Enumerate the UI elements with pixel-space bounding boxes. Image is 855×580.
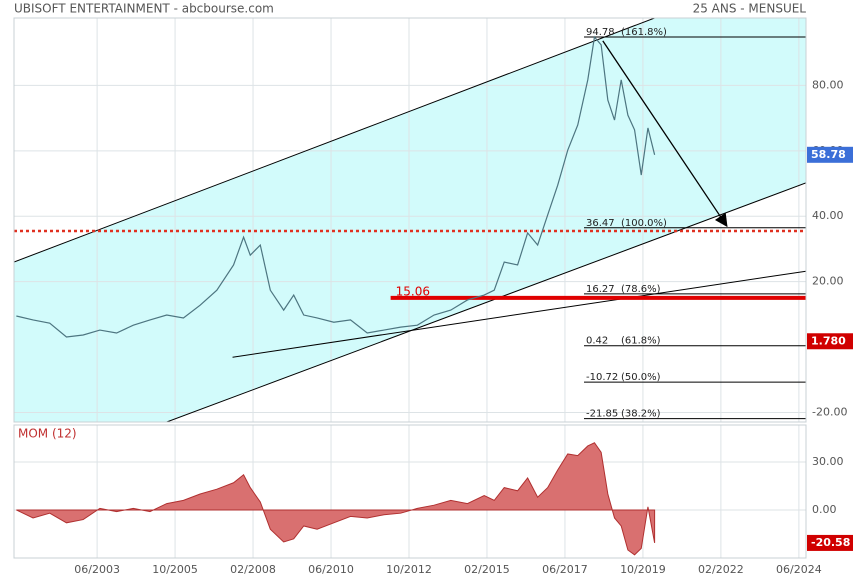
y-tick-label: 20.00 xyxy=(812,275,844,288)
fib-ratio: (100.0%) xyxy=(621,218,667,229)
channel-line xyxy=(14,18,655,263)
fib-value: 36.47 xyxy=(586,218,615,229)
plot-frame xyxy=(13,17,807,423)
fib-value: -10.72 xyxy=(586,372,618,383)
fib-ratio: (78.6%) xyxy=(621,284,661,295)
x-tick-label: 10/2005 xyxy=(152,563,198,576)
fib-ratio: (38.2%) xyxy=(621,409,661,420)
y-tick-label: 30.00 xyxy=(812,455,844,468)
channel-fill xyxy=(14,18,806,422)
last-value-box xyxy=(807,534,853,551)
x-tick-label: 06/2024 xyxy=(776,563,822,576)
y-tick-label: 40.00 xyxy=(812,209,844,222)
axes: -20.0020.0040.0060.0080.0058.781.78006/2… xyxy=(74,78,853,576)
fib-value: 94.78 xyxy=(586,27,615,38)
last-value-box xyxy=(807,146,853,163)
fib-value: 0.42 xyxy=(586,336,608,347)
plot-frame xyxy=(13,424,807,559)
x-tick-label: 10/2012 xyxy=(386,563,432,576)
x-tick-label: 02/2008 xyxy=(230,563,276,576)
last-value: 58.78 xyxy=(811,148,846,161)
mom-area xyxy=(16,442,656,556)
price-line xyxy=(16,35,656,338)
x-tick-label: 06/2017 xyxy=(542,563,588,576)
fib-value: -21.85 xyxy=(586,409,618,420)
chart-subtitle: 25 ANS - MENSUEL xyxy=(693,2,807,16)
mom-panel xyxy=(14,425,806,558)
x-tick-label: 06/2010 xyxy=(308,563,354,576)
y-tick-label: -20.00 xyxy=(812,406,847,419)
panel-title: MOM (12) xyxy=(18,427,77,441)
x-tick-label: 06/2003 xyxy=(74,563,120,576)
price-panel: 94.78 (161.8%) 36.47 (100.0%) 16.27 (78.6%) 0.… xyxy=(14,18,806,422)
trendline xyxy=(232,270,806,358)
fib-ratio: (61.8%) xyxy=(621,336,661,347)
x-tick-label: 10/2019 xyxy=(620,563,666,576)
fib-value: 16.27 xyxy=(586,284,615,295)
marker-label-box xyxy=(807,333,853,350)
chart-title: UBISOFT ENTERTAINMENT - abcbourse.com xyxy=(14,2,274,16)
last-value: -20.58 xyxy=(811,536,850,549)
channel-line xyxy=(166,182,806,422)
level-label: 15.06 xyxy=(396,284,430,298)
fib-ratio: (161.8%) xyxy=(621,27,667,38)
y-tick-label: 80.00 xyxy=(812,78,844,91)
x-tick-label: 02/2022 xyxy=(698,563,744,576)
marker-label: 1.780 xyxy=(811,334,846,347)
y-tick-label: 0.00 xyxy=(812,503,837,516)
arrow xyxy=(602,40,728,228)
x-tick-label: 02/2015 xyxy=(464,563,510,576)
fib-ratio: (50.0%) xyxy=(621,372,661,383)
